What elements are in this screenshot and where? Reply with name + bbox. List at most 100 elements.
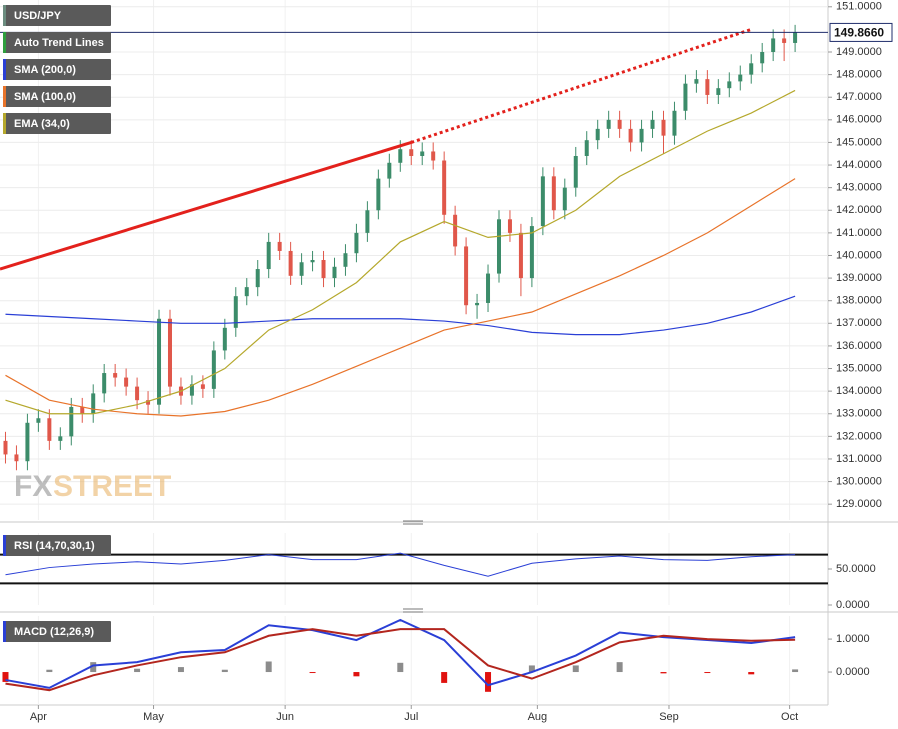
candle-body [255, 269, 260, 288]
resize-handle[interactable] [403, 520, 423, 613]
legend-entry-box [3, 59, 111, 80]
histogram-bar [660, 672, 667, 674]
candle-body [584, 140, 589, 156]
histogram-bar [353, 672, 360, 677]
indicator-label-swatch [3, 535, 6, 556]
legend-entry-swatch [3, 32, 6, 53]
candle-body [431, 151, 436, 161]
candle-body [157, 318, 162, 405]
y-tick-label: 137.0000 [836, 317, 882, 329]
legend-symbol-swatch [3, 5, 6, 26]
x-tick-label: Aug [528, 711, 548, 723]
candle-body [453, 214, 458, 247]
histogram-bar [616, 662, 623, 673]
candle-body [398, 149, 403, 163]
histogram-bar [528, 665, 535, 673]
candle-body [3, 440, 8, 455]
candle-body [124, 377, 129, 387]
rsi-line [5, 552, 796, 577]
trend-line [0, 141, 412, 271]
candle-body [146, 400, 151, 405]
candle-body [244, 287, 249, 297]
candle-body [409, 149, 414, 156]
y-tick-label: 130.0000 [836, 475, 882, 487]
candle-body [211, 350, 216, 389]
x-tick-label: Apr [30, 711, 47, 723]
candle-body [58, 436, 63, 441]
y-tick-label: 139.0000 [836, 272, 882, 284]
indicator-line [5, 178, 796, 417]
candle-body [496, 219, 501, 274]
y-tick-label: 1.0000 [836, 633, 870, 645]
candle-body [562, 187, 567, 211]
indicator-label-box [3, 621, 111, 642]
candle-body [705, 79, 710, 95]
legend-entry: SMA (100,0) [14, 91, 76, 103]
candle-body [102, 373, 107, 394]
histogram-bar [748, 672, 755, 675]
legend-entry-box [3, 32, 111, 53]
y-tick-label: 131.0000 [836, 453, 882, 465]
candle-body [573, 156, 578, 188]
indicator-line [5, 89, 796, 415]
y-tick-label: 129.0000 [836, 498, 882, 510]
y-tick-label: 138.0000 [836, 295, 882, 307]
candle-body [760, 52, 765, 64]
candle-body [738, 74, 743, 82]
legend-entry-swatch [3, 113, 6, 134]
y-tick-label: 0.0000 [836, 599, 870, 611]
candle-body [25, 422, 30, 462]
candle-body [200, 384, 205, 389]
candle-body [595, 128, 600, 141]
candle-body [694, 79, 699, 84]
histogram-bar [441, 672, 448, 683]
candle-body [222, 327, 227, 351]
candle-body [167, 318, 172, 387]
histogram-bar [177, 667, 184, 673]
legend-entry: Auto Trend Lines [14, 37, 104, 49]
candle-body [47, 418, 52, 441]
histogram-bar [265, 661, 272, 673]
candle-body [507, 219, 512, 233]
candle-body [299, 262, 304, 276]
histogram-bar [90, 662, 97, 673]
candle-body [672, 110, 677, 136]
candle-body [716, 88, 721, 95]
candle-body [80, 406, 85, 414]
x-tick-label: Jul [404, 711, 418, 723]
x-tick-label: Oct [781, 711, 798, 723]
legend-entry-swatch [3, 59, 6, 80]
candle-body [91, 393, 96, 414]
candle-body [365, 210, 370, 233]
histogram-bar [485, 672, 492, 692]
y-tick-label: 148.0000 [836, 69, 882, 81]
legend-entry: EMA (34,0) [14, 118, 70, 130]
candle-body [727, 81, 732, 89]
histogram-bar [572, 665, 579, 673]
y-tick-label: 144.0000 [836, 159, 882, 171]
histogram-bar [134, 668, 141, 673]
watermark-text: FX [14, 470, 52, 503]
histogram-bar [221, 669, 228, 673]
candle-body [639, 128, 644, 143]
x-tick-label: Sep [659, 711, 679, 723]
candle-body [551, 176, 556, 211]
candle-body [518, 232, 523, 279]
candle-body [332, 266, 337, 279]
candle-body [793, 32, 798, 43]
candle-body [628, 128, 633, 143]
candle-body [14, 454, 19, 462]
legend-symbol-box [3, 5, 111, 26]
y-tick-label: 145.0000 [836, 136, 882, 148]
y-tick-label: 50.0000 [836, 563, 876, 575]
watermark: FX STREET [14, 470, 171, 503]
indicator-label: MACD (12,26,9) [14, 626, 94, 638]
candle-body [310, 260, 315, 263]
histogram-bar [309, 672, 316, 674]
candle-body [36, 418, 41, 423]
indicator-label-box [3, 535, 111, 556]
y-tick-label: 0.0000 [836, 666, 870, 678]
last-price-box [829, 22, 893, 42]
watermark-text: STREET [53, 470, 171, 503]
y-tick-label: 136.0000 [836, 340, 882, 352]
